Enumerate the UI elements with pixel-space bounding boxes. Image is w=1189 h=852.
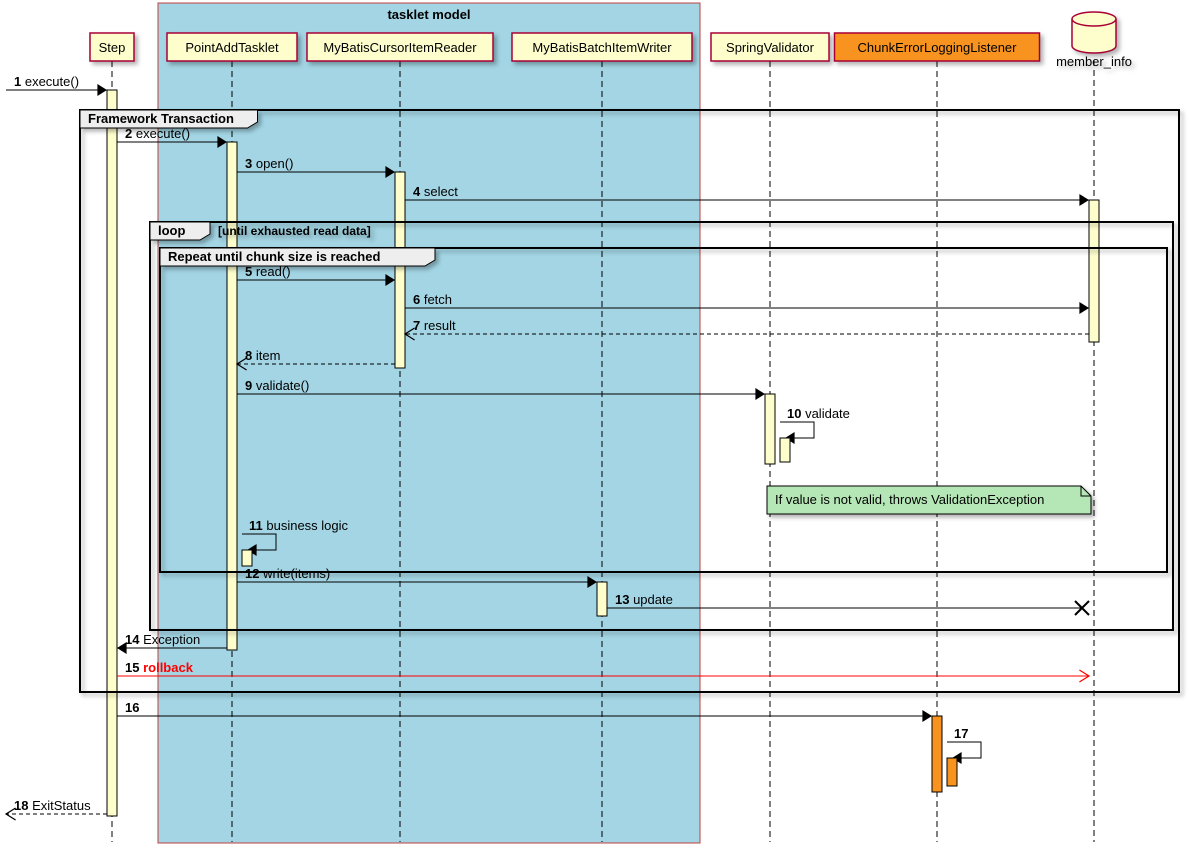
participant-label: PointAddTasklet (185, 40, 279, 55)
participant-step: Step (90, 33, 134, 61)
database-label: member_info (1056, 54, 1132, 69)
message-label: 16 (125, 700, 139, 715)
participant-label: Step (99, 40, 126, 55)
message-label: 9 validate() (245, 378, 309, 393)
message-18: 18 ExitStatus (6, 798, 107, 820)
activation-reader (395, 172, 405, 368)
message-label: 4 select (413, 184, 458, 199)
participant-listener: ChunkErrorLoggingListener (835, 33, 1040, 61)
message-17: 17 (947, 726, 981, 786)
participant-label: SpringValidator (726, 40, 815, 55)
message-label: 12 write(items) (245, 566, 330, 581)
fragment-label-text: loop (158, 223, 185, 238)
activation-valid (765, 394, 775, 464)
fragment-label-text: Framework Transaction (88, 111, 234, 126)
tasklet-group-bg (158, 3, 700, 843)
message-label: 17 (954, 726, 968, 741)
message-label: 13 update (615, 592, 673, 607)
participant-label: MyBatisCursorItemReader (323, 40, 477, 55)
note-text: If value is not valid, throws Validation… (775, 492, 1044, 507)
message-label: 18 ExitStatus (14, 798, 91, 813)
database-member-info: member_info (1056, 12, 1132, 69)
validation-note: If value is not valid, throws Validation… (767, 486, 1091, 514)
message-label: 2 execute() (125, 126, 190, 141)
tasklet-group-label: tasklet model (387, 7, 470, 22)
message-10: 10 validate (780, 406, 850, 462)
sequence-diagram: tasklet model Step PointAddTasklet MyBatisC… (0, 0, 1189, 852)
activation-writer (597, 582, 607, 616)
message-label: 14 Exception (125, 632, 200, 647)
activation-listener (932, 716, 942, 792)
fragment-label-text: Repeat until chunk size is reached (168, 249, 380, 264)
participant-label: MyBatisBatchItemWriter (532, 40, 672, 55)
message-label: 3 open() (245, 156, 293, 171)
message-label: 6 fetch (413, 292, 452, 307)
participant-valid: SpringValidator (711, 33, 829, 61)
message-1: 1 execute() (6, 74, 107, 96)
participant-label: ChunkErrorLoggingListener (858, 40, 1018, 55)
message-label: 11 business logic (249, 518, 349, 533)
message-label: 8 item (245, 348, 280, 363)
message-label: 10 validate (787, 406, 850, 421)
activation-step (107, 90, 117, 816)
message-label: 15 rollback (125, 660, 194, 675)
message-label: 7 result (413, 318, 456, 333)
participant-reader: MyBatisCursorItemReader (307, 33, 493, 61)
participant-writer: MyBatisBatchItemWriter (512, 33, 692, 61)
message-label: 1 execute() (14, 74, 79, 89)
message-label: 5 read() (245, 264, 291, 279)
activation-tasklet (227, 142, 237, 650)
participant-tasklet: PointAddTasklet (167, 33, 297, 61)
fragment-cond: [until exhausted read data] (218, 224, 371, 238)
